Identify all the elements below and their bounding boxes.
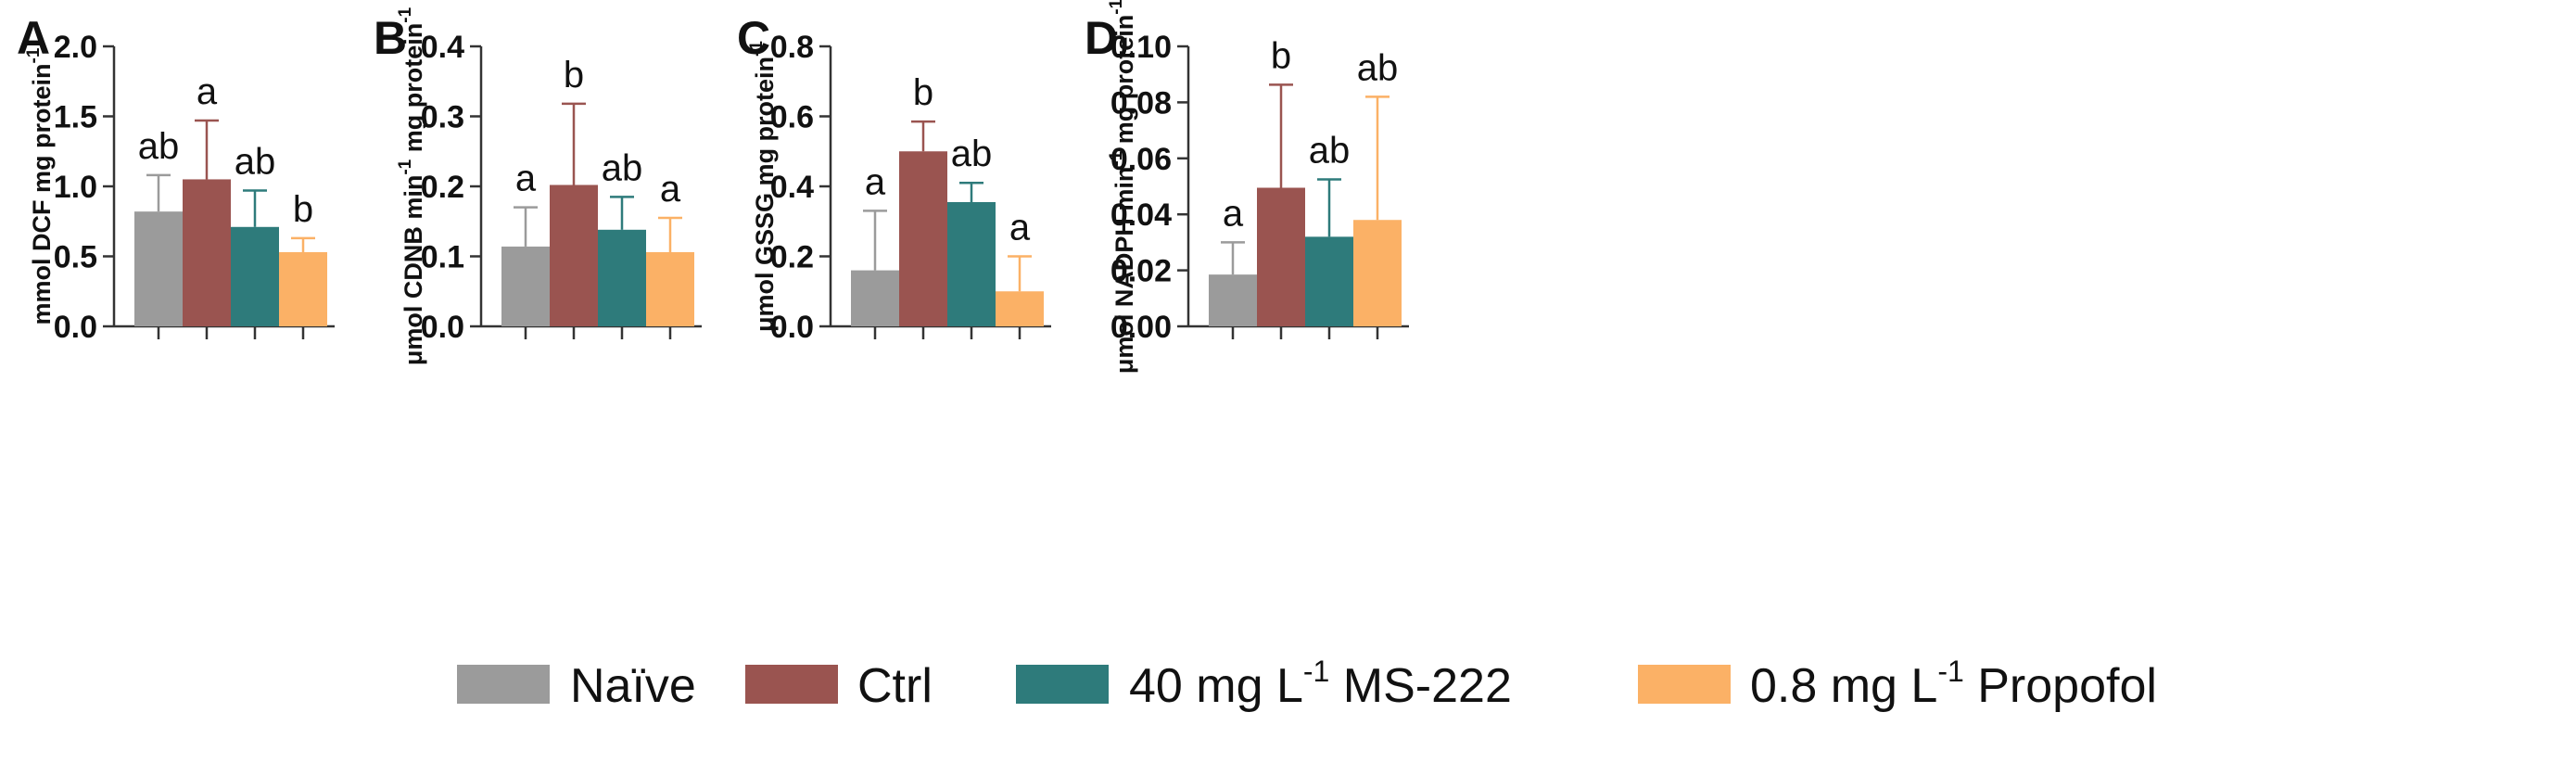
legend-swatch-ctrl	[745, 665, 838, 704]
bar-ctrl	[183, 179, 231, 326]
significance-letter: b	[1271, 35, 1291, 76]
y-tick-label: 0.06	[1110, 142, 1172, 177]
significance-letter: b	[913, 72, 933, 113]
y-axis-label: μmol GSSG mg protein-1	[747, 41, 779, 332]
y-axis-label: μmol CDNB min-1 mg protein-1	[396, 6, 427, 365]
significance-letter: b	[564, 55, 584, 95]
y-tick-label: 0.5	[54, 240, 97, 275]
y-tick-label: 0.0	[54, 310, 97, 345]
legend-label-naive: Naïve	[570, 659, 696, 713]
panel-letter: C	[737, 12, 770, 64]
significance-letter: ab	[138, 126, 180, 167]
significance-letter: ab	[951, 134, 993, 174]
significance-letter: b	[293, 189, 313, 230]
y-tick-label: 0.00	[1110, 310, 1172, 345]
bar-ms222	[1305, 236, 1353, 326]
y-tick-label: 0.02	[1110, 254, 1172, 289]
y-tick-label: 2.0	[54, 30, 97, 65]
bar-naive	[501, 246, 550, 326]
bar-naive	[134, 211, 183, 326]
y-tick-label: 0.3	[421, 100, 464, 135]
y-tick-label: 0.04	[1110, 197, 1172, 233]
legend: Naïve Ctrl 40 mg L-1 MS-222 0.8 mg L-1 Prop…	[457, 655, 2157, 713]
panel-letter: D	[1085, 12, 1118, 64]
significance-letter: a	[1223, 193, 1244, 234]
significance-letter: a	[1009, 208, 1031, 248]
y-tick-label: 1.5	[54, 100, 97, 135]
significance-letter: a	[515, 159, 537, 199]
bar-ms222	[231, 226, 279, 326]
bar-propofol	[279, 251, 327, 326]
significance-letter: ab	[235, 142, 276, 183]
significance-letter: ab	[1309, 130, 1351, 171]
y-tick-label: 0.8	[770, 30, 814, 65]
panel-letter: A	[17, 12, 50, 64]
y-tick-label: 0.4	[770, 170, 814, 205]
y-tick-label: 1.0	[54, 170, 97, 205]
legend-swatch-propofol	[1638, 665, 1731, 704]
bar-propofol	[1353, 220, 1402, 326]
legend-swatch-ms222	[1016, 665, 1109, 704]
legend-label-propofol: 0.8 mg L-1 Propofol	[1750, 655, 2157, 713]
significance-letter: a	[660, 169, 681, 210]
bar-naive	[1209, 274, 1257, 326]
bar-ctrl	[1257, 187, 1305, 326]
significance-letter: a	[197, 71, 218, 112]
y-tick-label: 0.0	[421, 310, 464, 345]
y-tick-label: 0.6	[770, 100, 814, 135]
significance-letter: ab	[602, 147, 643, 188]
bar-ms222	[947, 201, 996, 326]
legend-label-ctrl: Ctrl	[857, 659, 933, 713]
panel-letter: B	[374, 12, 407, 64]
y-tick-label: 0.2	[770, 240, 814, 275]
y-tick-label: 0.0	[770, 310, 814, 345]
bar-ctrl	[899, 151, 947, 326]
legend-swatch-naive	[457, 665, 550, 704]
bar-propofol	[996, 291, 1044, 326]
bar-naive	[851, 270, 899, 326]
legend-label-ms222: 40 mg L-1 MS-222	[1129, 655, 1512, 713]
bar-ctrl	[550, 184, 598, 326]
bar-ms222	[598, 229, 646, 326]
y-tick-label: 0.4	[421, 30, 464, 65]
y-tick-label: 0.10	[1110, 30, 1172, 65]
y-tick-label: 0.1	[421, 240, 464, 275]
y-axis-label: mmol DCF mg protein-1	[24, 47, 56, 324]
y-tick-label: 0.2	[421, 170, 464, 205]
bar-propofol	[646, 251, 694, 326]
significance-letter: a	[865, 161, 886, 202]
significance-letter: ab	[1357, 47, 1399, 88]
y-axis-label: μmol NADPH min-1 mg protein-1	[1107, 0, 1138, 374]
y-tick-label: 0.08	[1110, 85, 1172, 121]
